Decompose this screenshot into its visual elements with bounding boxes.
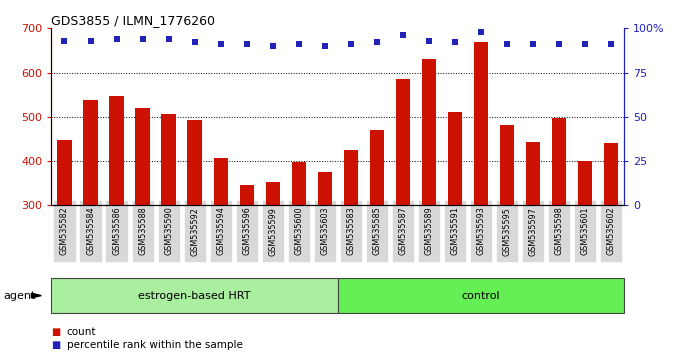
Text: GDS3855 / ILMN_1776260: GDS3855 / ILMN_1776260 bbox=[51, 14, 215, 27]
Point bbox=[163, 36, 174, 42]
Point bbox=[85, 38, 96, 44]
Bar bbox=[526, 142, 541, 205]
Text: percentile rank within the sample: percentile rank within the sample bbox=[67, 340, 242, 350]
Point bbox=[475, 29, 486, 35]
Point bbox=[554, 41, 565, 47]
Point bbox=[59, 38, 70, 44]
Point bbox=[137, 36, 148, 42]
Bar bbox=[109, 96, 123, 205]
Bar bbox=[552, 118, 567, 205]
Bar bbox=[344, 150, 358, 205]
Bar bbox=[448, 113, 462, 205]
Text: ■: ■ bbox=[51, 327, 60, 337]
Bar bbox=[161, 114, 176, 205]
Point bbox=[501, 41, 512, 47]
Point bbox=[111, 36, 122, 42]
Bar bbox=[135, 108, 150, 205]
Point bbox=[268, 43, 279, 49]
Point bbox=[371, 40, 382, 45]
Bar bbox=[474, 42, 488, 205]
Polygon shape bbox=[32, 293, 41, 298]
Text: agent: agent bbox=[3, 291, 36, 301]
Bar bbox=[265, 182, 280, 205]
Bar bbox=[370, 130, 384, 205]
Bar bbox=[422, 59, 436, 205]
Point bbox=[241, 41, 252, 47]
Bar bbox=[292, 162, 306, 205]
Bar bbox=[83, 101, 97, 205]
Point bbox=[397, 33, 408, 38]
Point bbox=[606, 41, 617, 47]
Point bbox=[345, 41, 356, 47]
Bar bbox=[318, 172, 332, 205]
Bar bbox=[604, 143, 618, 205]
Bar bbox=[213, 158, 228, 205]
Text: ■: ■ bbox=[51, 340, 60, 350]
Point bbox=[423, 38, 434, 44]
Text: count: count bbox=[67, 327, 96, 337]
Bar bbox=[578, 161, 593, 205]
Bar bbox=[58, 140, 71, 205]
Bar bbox=[239, 184, 254, 205]
Bar bbox=[396, 79, 410, 205]
Point bbox=[320, 43, 331, 49]
Text: estrogen-based HRT: estrogen-based HRT bbox=[139, 291, 251, 301]
Point bbox=[580, 41, 591, 47]
Point bbox=[528, 41, 539, 47]
Text: control: control bbox=[462, 291, 500, 301]
Point bbox=[449, 40, 460, 45]
Bar bbox=[500, 125, 514, 205]
Point bbox=[215, 41, 226, 47]
Bar bbox=[187, 120, 202, 205]
Point bbox=[189, 40, 200, 45]
Point bbox=[294, 41, 305, 47]
